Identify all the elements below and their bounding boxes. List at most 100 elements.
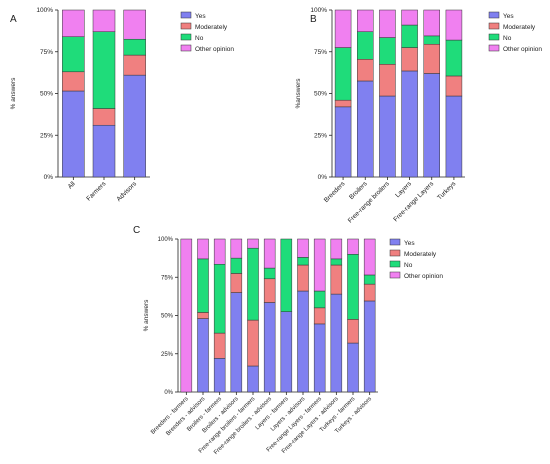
chart-panel-b: B 0% 25% 50% 75% 100% %answers Breeders Broilers… xyxy=(295,7,542,224)
bar-segment-yes-layers-farmers xyxy=(280,311,293,393)
bar-segment-moderately-farmers xyxy=(92,108,116,126)
bar-segment-no-turkeys xyxy=(445,39,463,77)
legend-swatch-moderately xyxy=(488,22,500,30)
x-tick-label: Farmers xyxy=(85,180,108,203)
bar-segment-yes-free-range-broilers-farmers xyxy=(247,365,259,393)
y-tick-label: 50% xyxy=(314,91,327,98)
bar-segment-no-free-range-broilers xyxy=(379,37,396,65)
legend-label: Yes xyxy=(195,13,206,20)
x-tick-label: Broilers xyxy=(348,180,369,201)
bar-segment-moderately-free-range-broilers-farmers xyxy=(247,319,259,367)
bar-segment-no-free-range-layers-farmers xyxy=(313,290,326,309)
bar-segment-moderately-turkeys-farmers xyxy=(347,319,359,344)
legend-label: Other opinion xyxy=(503,46,542,53)
bar-segment-no-layers-farmers xyxy=(280,238,293,312)
bar-segment-moderately-advisors xyxy=(123,54,146,76)
bar-segment-no-turkeys-farmers xyxy=(347,254,359,320)
x-tick-label: Breeders xyxy=(323,180,347,204)
bar-segment-no-free-range-layers xyxy=(423,35,440,45)
legend-swatch-other-opinion xyxy=(180,44,192,52)
bar-segment-no-advisors xyxy=(123,38,146,56)
bar-segment-yes-turkeys-advisors xyxy=(363,300,376,393)
bar-segment-yes-broilers-advisors xyxy=(230,292,243,393)
bar-segment-other-opinion-turkeys xyxy=(445,9,463,41)
x-tick-label: Free-range broilers xyxy=(347,180,392,225)
bar-segment-yes-all xyxy=(62,90,85,178)
bar-segment-moderately-broilers-advisors xyxy=(230,273,243,293)
legend-swatch-moderately xyxy=(389,249,401,257)
y-tick-label: 0% xyxy=(44,174,54,181)
legend-label: Moderately xyxy=(404,251,437,258)
bar-segment-no-layers-advisors xyxy=(297,257,309,266)
bar-segment-moderately-free-range-layers-advisors xyxy=(330,264,343,295)
bar-segment-moderately-broilers-farmers xyxy=(213,332,226,359)
legend-swatch-no xyxy=(488,33,500,41)
bar-segment-moderately-free-range-layers-farmers xyxy=(313,307,326,325)
bar-segment-other-opinion-layers xyxy=(401,9,418,26)
bar-segment-other-opinion-all xyxy=(62,9,85,37)
bar-segment-yes-breeders xyxy=(334,106,352,178)
bar-segment-moderately-breeders xyxy=(334,99,352,108)
legend-label: No xyxy=(195,35,204,42)
bar-segment-other-opinion-farmers xyxy=(92,9,116,32)
bar-segment-yes-farmers xyxy=(92,124,116,178)
legend-label: Yes xyxy=(503,13,514,20)
bar-segment-other-opinion-free-range-broilers-farmers xyxy=(247,238,259,249)
bar-segment-moderately-breeders-advisors xyxy=(197,312,209,319)
y-axis-label: % answers xyxy=(143,299,150,332)
y-tick-label: 100% xyxy=(36,7,53,14)
bar-segment-other-opinion-free-range-layers-advisors xyxy=(330,238,343,260)
bar-segment-moderately-broilers xyxy=(357,59,374,82)
panel-label: C xyxy=(133,225,140,236)
y-tick-label: 0% xyxy=(318,174,328,181)
legend-label: Moderately xyxy=(503,24,536,31)
y-tick-label: 50% xyxy=(161,314,174,320)
chart-panel-a: A 0% 25% 50% 75% 100% % answers All Farmers Advis… xyxy=(10,7,234,203)
bar-segment-other-opinion-turkeys-farmers xyxy=(347,238,359,255)
bar-segment-no-free-range-layers-advisors xyxy=(330,258,343,266)
bar-segment-other-opinion-layers-advisors xyxy=(297,238,309,258)
legend-swatch-yes xyxy=(180,11,192,19)
panel-label: A xyxy=(10,14,17,25)
y-axis-label: %answers xyxy=(295,78,302,109)
bar-segment-moderately-all xyxy=(62,71,85,92)
bar-segment-moderately-turkeys-advisors xyxy=(363,283,376,302)
bar-segment-moderately-turkeys xyxy=(445,75,463,97)
panel-label: B xyxy=(310,14,317,25)
bar-segment-no-broilers-advisors xyxy=(230,257,243,274)
y-tick-label: 0% xyxy=(164,390,173,396)
bar-segment-other-opinion-turkeys-advisors xyxy=(363,238,376,276)
y-tick-label: 25% xyxy=(161,352,174,358)
bar-segment-moderately-layers xyxy=(401,47,418,72)
bar-segment-other-opinion-advisors xyxy=(123,9,146,40)
bar-segment-no-layers xyxy=(401,24,418,48)
bar-segment-other-opinion-free-range-broilers xyxy=(379,9,396,38)
legend-swatch-other-opinion xyxy=(389,271,401,279)
y-tick-label: 100% xyxy=(310,7,327,14)
y-tick-label: 50% xyxy=(40,91,53,98)
y-tick-label: 75% xyxy=(161,275,174,281)
bar-segment-yes-free-range-layers-farmers xyxy=(313,323,326,393)
y-tick-label: 75% xyxy=(314,49,327,56)
bar-segment-yes-layers-advisors xyxy=(297,290,309,393)
x-tick-label: All xyxy=(67,180,77,190)
legend-label: Other opinion xyxy=(195,46,234,53)
bar-segment-other-opinion-free-range-broilers-advisors xyxy=(263,238,276,269)
bar-segment-no-breeders-advisors xyxy=(197,258,209,313)
bar-segment-yes-turkeys-farmers xyxy=(347,342,359,393)
legend-swatch-yes xyxy=(488,11,500,19)
legend-swatch-other-opinion xyxy=(488,44,500,52)
legend-swatch-moderately xyxy=(180,22,192,30)
bar-segment-no-broilers-farmers xyxy=(213,263,226,334)
legend-label: Moderately xyxy=(195,24,228,31)
legend-swatch-no xyxy=(180,33,192,41)
bar-segment-no-free-range-broilers-farmers xyxy=(247,247,259,321)
bar-segment-yes-broilers-farmers xyxy=(213,358,226,393)
bar-segment-yes-advisors xyxy=(123,74,146,178)
bar-segment-moderately-layers-advisors xyxy=(297,264,309,292)
bar-segment-other-opinion-free-range-layers-farmers xyxy=(313,238,326,292)
legend-label: Other opinion xyxy=(404,273,443,280)
bar-segment-other-opinion-breeders xyxy=(334,9,352,48)
